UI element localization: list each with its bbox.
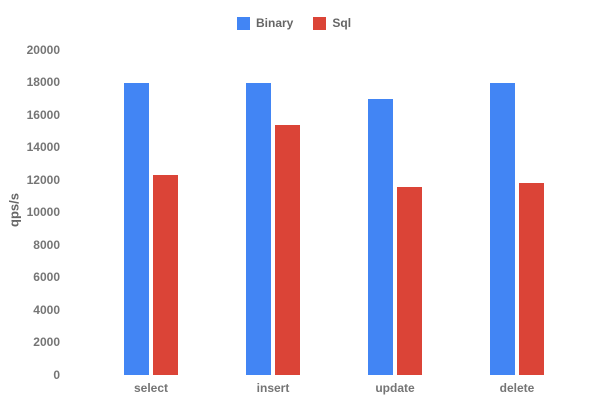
legend-swatch-icon	[313, 17, 327, 30]
bar-sql-insert	[275, 124, 300, 375]
bar-sql-delete	[519, 183, 544, 375]
bar-binary-delete	[490, 82, 515, 375]
y-tick-label: 4000	[33, 302, 60, 317]
legend-label: Sql	[332, 16, 352, 30]
bar-sql-update	[397, 186, 422, 375]
bar-sql-select	[153, 175, 178, 375]
y-tick-label: 18000	[26, 75, 60, 89]
y-tick-label: 2000	[33, 335, 60, 349]
legend-item-binary: Binary	[237, 17, 293, 30]
chart-legend: Binary Sql	[237, 17, 351, 30]
y-tick-label: 20000	[26, 42, 60, 57]
legend-item-sql: Sql	[313, 17, 351, 30]
y-tick-label: 12000	[26, 172, 60, 187]
x-category-label-select: select	[133, 381, 169, 395]
x-category-label-insert: insert	[256, 381, 290, 395]
x-category-label-delete: delete	[499, 381, 535, 395]
x-category-label-update: update	[375, 381, 415, 395]
bar-binary-select	[124, 82, 149, 375]
y-tick-label: 6000	[33, 270, 60, 284]
y-tick-label: 16000	[26, 107, 60, 122]
y-tick-label: 8000	[33, 237, 60, 252]
bar-binary-update	[368, 98, 393, 375]
y-tick-label: 10000	[26, 205, 60, 219]
bar-binary-insert	[246, 82, 271, 375]
legend-label: Binary	[256, 16, 294, 30]
y-tick-label: 14000	[26, 140, 60, 154]
y-tick-label: 0	[53, 367, 60, 382]
legend-swatch-icon	[237, 17, 250, 30]
